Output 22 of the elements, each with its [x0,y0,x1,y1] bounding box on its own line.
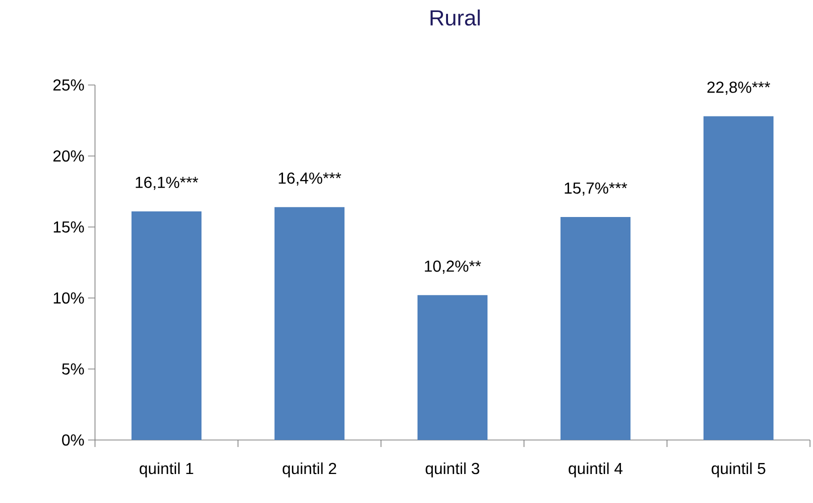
y-tick-label: 0% [62,434,84,446]
y-tick-label: 10% [54,292,84,304]
data-label: 22,8%*** [707,82,770,95]
bar [704,116,774,440]
x-tick-label: quintil 5 [712,462,766,478]
y-tick-label: 5% [62,363,84,375]
x-tick-label: quintil 1 [140,462,194,478]
data-label: 15,7%*** [564,182,628,196]
x-tick-label: quintil 2 [282,462,336,478]
data-label: 10,2%** [424,260,482,274]
bar [418,295,488,440]
x-tick-label: quintil 4 [568,462,622,478]
bar [132,211,202,440]
bar [274,207,345,440]
y-tick-label: 25% [53,79,84,91]
bar [560,217,631,440]
y-tick-label: 20% [53,150,84,162]
x-tick-label: quintil 3 [426,462,480,478]
chart-title: Rural [430,10,480,26]
y-tick-label: 15% [54,221,84,233]
data-label: 16,4%*** [278,172,342,186]
data-label: 16,1%*** [136,176,198,190]
